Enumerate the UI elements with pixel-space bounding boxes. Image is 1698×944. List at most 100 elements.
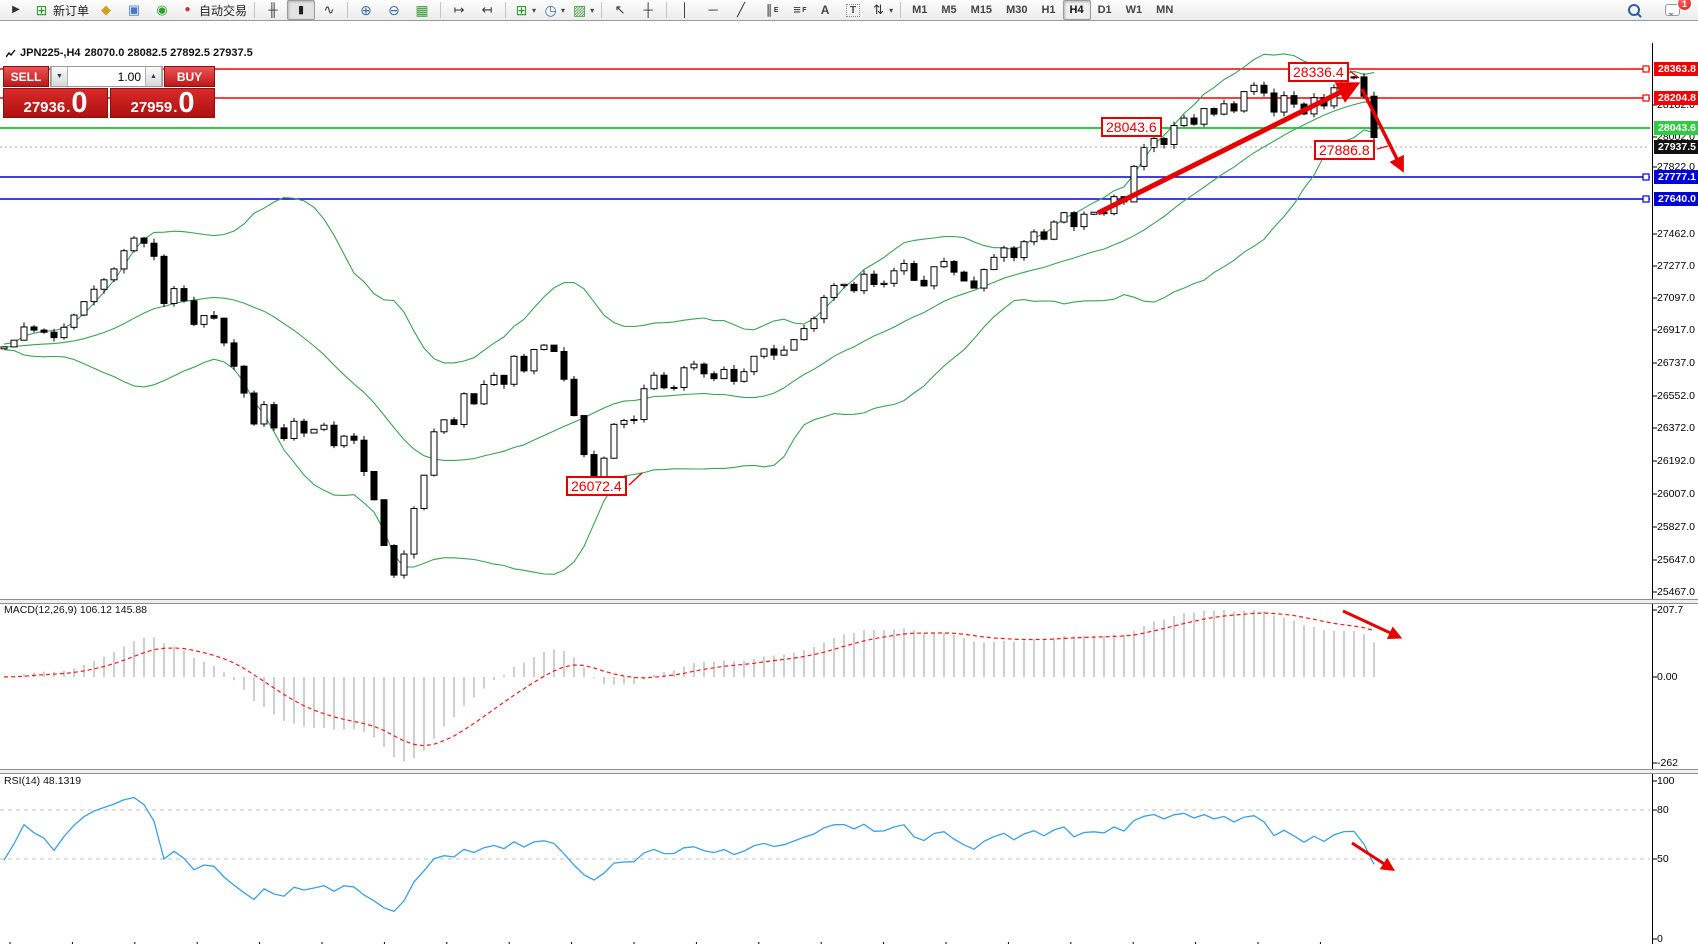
timeframe-w1-button[interactable]: W1: [1125, 4, 1143, 16]
candles-icon: ▮: [298, 4, 305, 16]
templates-button[interactable]: ▨ ▾: [568, 0, 597, 20]
cursor-icon: ↖: [614, 2, 626, 17]
fibo-icon: ≡ F: [793, 2, 807, 17]
bars-icon: ╫: [268, 2, 278, 17]
search-icon: [1628, 4, 1640, 16]
timeframe-m15-button[interactable]: M15: [970, 4, 993, 16]
auto-trading-button[interactable]: ● 自动交易: [176, 0, 250, 20]
trend-arrow[interactable]: [1096, 82, 1361, 216]
macd-tick-label: 207.7: [1657, 604, 1684, 616]
trendline-button[interactable]: ╱: [727, 0, 755, 20]
volume-input[interactable]: 1.00: [68, 67, 145, 86]
timeframe-m30-button[interactable]: M30: [1006, 4, 1028, 16]
macd-pane-splitter[interactable]: [0, 599, 1698, 604]
chart-shift-button[interactable]: ↤: [473, 0, 501, 20]
macd-tick-label: -262: [1657, 757, 1679, 769]
price-annotation[interactable]: 28336.4: [1288, 62, 1349, 82]
channel-icon: ∥ E: [765, 2, 779, 17]
arrows-button[interactable]: ⇅ ▾: [867, 0, 896, 20]
price-annotation[interactable]: 27886.8: [1314, 140, 1375, 160]
toolbar-separator: [601, 2, 603, 18]
price-annotation[interactable]: 26072.4: [566, 476, 627, 496]
chat-icon: [1664, 4, 1680, 16]
volume-increase-button[interactable]: ▲: [145, 67, 162, 86]
price-chart[interactable]: [0, 21, 1698, 944]
crosshair-button[interactable]: ┼: [634, 0, 662, 20]
indicators-button[interactable]: ⊞ ▾: [510, 0, 539, 20]
price-tick-label: 26737.0: [1657, 357, 1695, 369]
chart-title: JPN225-,H4 28070.0 28082.5 27892.5 27937…: [6, 47, 253, 59]
trend-icon: ╱: [737, 2, 745, 17]
periods-button[interactable]: ◷ ▾: [539, 0, 568, 20]
zoomin-icon: ⊕: [360, 2, 372, 18]
autotrade-icon: ●: [184, 4, 191, 15]
price-tick-label: 26192.0: [1657, 455, 1695, 467]
timeframe-m5-button[interactable]: M5: [941, 4, 957, 16]
timeframe-h4-button[interactable]: H4: [1062, 0, 1091, 20]
price-level-badge: 28204.8: [1654, 91, 1698, 105]
sell-price-main: 27936: [23, 99, 66, 116]
fibonacci-button[interactable]: ≡ F: [783, 0, 811, 20]
horizontal-line-button[interactable]: ─: [699, 0, 727, 20]
tile-icon: ▦: [415, 2, 429, 18]
line-icon: ∿: [323, 2, 335, 17]
vertical-line-button[interactable]: │: [671, 0, 699, 20]
volume-decrease-button[interactable]: ▼: [51, 67, 68, 86]
dropdown-arrow-icon: ▾: [889, 5, 894, 15]
price-annotation[interactable]: 28043.6: [1101, 117, 1162, 137]
sell-button[interactable]: SELL: [3, 66, 49, 87]
signals-button[interactable]: ◉: [148, 0, 176, 20]
toolbar-right: 1: [1620, 0, 1692, 20]
buy-price[interactable]: 27959 . 0: [110, 88, 215, 118]
toolbar-separator: [347, 2, 349, 18]
toolbar-separator: [505, 2, 507, 18]
timeframe-mn-button[interactable]: MN: [1156, 4, 1174, 16]
clock-icon: ◷: [544, 2, 557, 18]
timeframe-h1-button[interactable]: H1: [1041, 4, 1056, 16]
channel-button[interactable]: ∥ E: [755, 0, 783, 20]
sell-price-pip: 0: [71, 87, 88, 119]
zoom-out-button[interactable]: ⊖: [380, 0, 408, 20]
trend-arrow[interactable]: [1342, 609, 1403, 639]
price-tick-label: 27097.0: [1657, 292, 1695, 304]
trend-arrow[interactable]: [1351, 841, 1396, 871]
trend-arrow[interactable]: [1360, 88, 1404, 173]
price-tick-label: 26372.0: [1657, 422, 1695, 434]
rsi-pane-splitter[interactable]: [0, 769, 1698, 774]
new-order-button[interactable]: ⊞ 新订单: [30, 0, 92, 20]
auto-trading-button-label: 自动交易: [199, 3, 248, 18]
text-label-button[interactable]: T: [839, 0, 867, 20]
neworder-icon: ⊞: [35, 2, 48, 18]
buy-price-main: 27959: [130, 99, 173, 116]
price-tick-label: 26917.0: [1657, 324, 1695, 336]
market-watch-button[interactable]: ▣: [120, 0, 148, 20]
candlestick-chart-button[interactable]: ▮: [287, 0, 316, 20]
sell-price[interactable]: 27936 . 0: [3, 88, 108, 118]
search-button[interactable]: [1620, 0, 1648, 20]
timeframe-d1-button[interactable]: D1: [1097, 4, 1112, 16]
rsi-tick-label: 50: [1657, 853, 1669, 865]
toolbar-separator: [440, 2, 442, 18]
symbol-pointer-icon[interactable]: ▶: [2, 0, 30, 20]
zoom-in-button[interactable]: ⊕: [352, 0, 380, 20]
new-order-button-label: 新订单: [53, 3, 90, 18]
price-tick-label: 25467.0: [1657, 586, 1695, 598]
timeframe-buttons: M1 M5 M15 M30 H1 H4 D1 W1 MN: [905, 0, 1180, 20]
chart-area[interactable]: JPN225-,H4 28070.0 28082.5 27892.5 27937…: [0, 21, 1698, 944]
timeframe-m1-button[interactable]: M1: [912, 4, 928, 16]
notifications-button[interactable]: 1: [1658, 0, 1692, 20]
cursor-button[interactable]: ↖: [606, 0, 634, 20]
buy-button[interactable]: BUY: [164, 66, 215, 87]
chart-symbol-icon: [6, 49, 16, 57]
auto-scroll-button[interactable]: ↦: [445, 0, 473, 20]
tile-windows-button[interactable]: ▦: [408, 0, 436, 20]
chartshift-icon: ↤: [481, 2, 493, 17]
arrows-icon: ⇅: [873, 2, 885, 17]
dropdown-arrow-icon: ▾: [590, 5, 595, 15]
gold-symbols-button[interactable]: ◆: [92, 0, 120, 20]
line-chart-button[interactable]: ∿: [315, 0, 343, 20]
bar-chart-button[interactable]: ╫: [259, 0, 287, 20]
buy-price-pip: 0: [178, 87, 195, 119]
text-button[interactable]: A: [811, 0, 839, 20]
